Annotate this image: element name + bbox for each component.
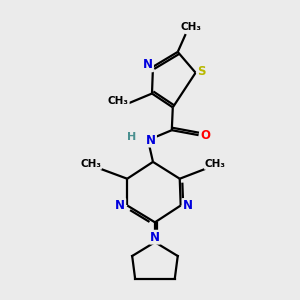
Text: CH₃: CH₃	[80, 159, 101, 169]
Text: CH₃: CH₃	[180, 22, 201, 32]
Text: N: N	[146, 134, 156, 147]
Text: N: N	[115, 199, 125, 212]
Text: N: N	[143, 58, 153, 71]
Text: O: O	[200, 129, 211, 142]
Text: N: N	[183, 199, 193, 212]
Text: S: S	[197, 65, 206, 78]
Text: CH₃: CH₃	[108, 97, 129, 106]
Text: H: H	[127, 132, 136, 142]
Text: N: N	[150, 231, 160, 244]
Text: CH₃: CH₃	[205, 159, 226, 169]
